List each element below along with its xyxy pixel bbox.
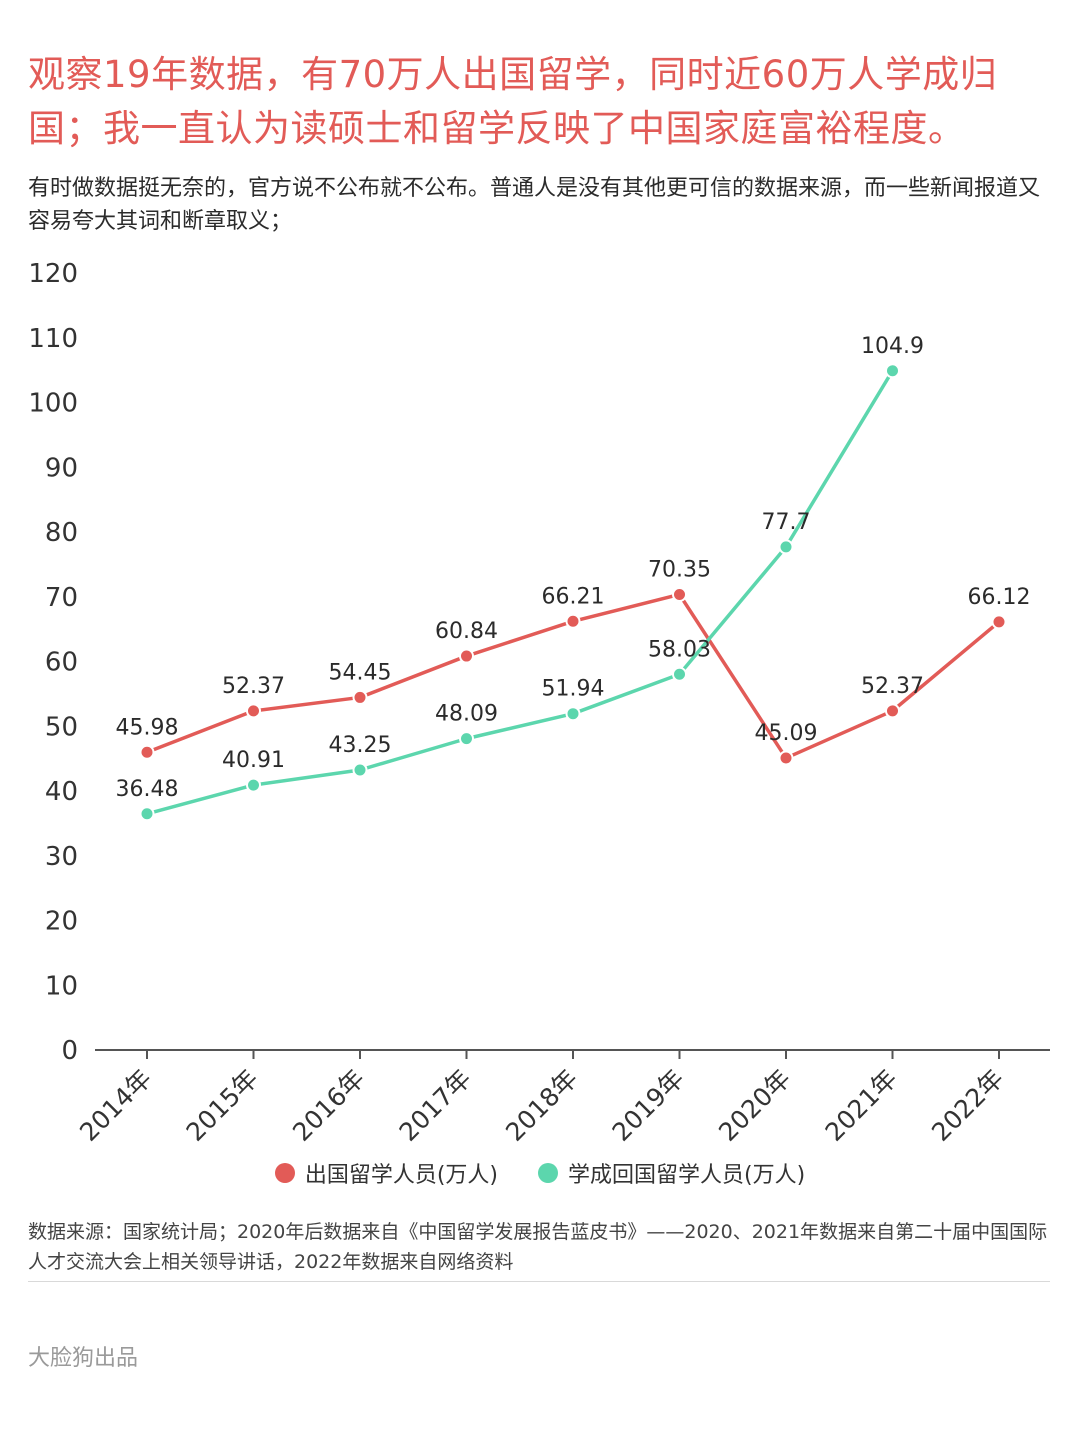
x-tick-label: 2014年 bbox=[74, 1064, 157, 1147]
data-label: 70.35 bbox=[648, 557, 711, 582]
legend-dot-outbound bbox=[274, 1163, 295, 1183]
legend-item-returned: 学成回国留学人员(万人) bbox=[538, 1157, 805, 1189]
data-label: 48.09 bbox=[435, 702, 498, 727]
legend-label-returned: 学成回国留学人员(万人) bbox=[568, 1163, 806, 1188]
data-label: 36.48 bbox=[116, 777, 179, 802]
legend-dot-returned bbox=[538, 1163, 558, 1183]
data-point bbox=[565, 706, 581, 722]
line-chart: 0 10 20 30 40 50 60 70 80 90 100 110 120 2014年 2015年 20… bbox=[28, 259, 1050, 1147]
page-subtitle: 有时做数据挺无奈的，官方说不公布就不公布。普通人是没有其他更可信的数据来源，而一… bbox=[28, 176, 1041, 234]
data-label: 52.37 bbox=[861, 674, 924, 699]
data-label: 104.9 bbox=[861, 334, 924, 359]
x-tick-label: 2022年 bbox=[926, 1064, 1009, 1147]
y-tick-label: 60 bbox=[45, 648, 78, 678]
data-label: 43.25 bbox=[329, 733, 392, 758]
data-label: 52.37 bbox=[222, 674, 285, 699]
data-label: 77.7 bbox=[762, 510, 811, 535]
data-label: 66.12 bbox=[968, 585, 1031, 610]
data-point bbox=[991, 614, 1007, 630]
x-tick-label: 2018年 bbox=[500, 1064, 583, 1147]
legend-label-outbound: 出国留学人员(万人) bbox=[304, 1163, 498, 1188]
x-tick-label: 2020年 bbox=[713, 1064, 796, 1147]
data-point bbox=[246, 777, 261, 793]
data-point bbox=[778, 539, 794, 555]
data-point bbox=[778, 750, 794, 766]
y-tick-label: 70 bbox=[45, 583, 78, 613]
brand-credit: 大脸狗出品 bbox=[28, 1346, 139, 1371]
y-tick-label: 10 bbox=[45, 971, 78, 1001]
x-tick-label: 2016年 bbox=[287, 1064, 370, 1147]
x-tick-label: 2017年 bbox=[394, 1064, 477, 1147]
data-label: 58.03 bbox=[648, 637, 711, 662]
data-label: 40.91 bbox=[222, 748, 285, 773]
data-point bbox=[352, 762, 368, 778]
data-point bbox=[246, 703, 261, 719]
data-label: 60.84 bbox=[435, 619, 498, 644]
data-point bbox=[459, 731, 474, 747]
y-tick-label: 110 bbox=[28, 324, 78, 354]
y-tick-label: 30 bbox=[45, 842, 78, 872]
y-tick-label: 100 bbox=[28, 389, 78, 419]
data-point bbox=[565, 613, 581, 629]
data-point bbox=[672, 666, 687, 682]
y-tick-label: 80 bbox=[45, 518, 78, 548]
data-point bbox=[139, 744, 155, 760]
x-tick-label: 2021年 bbox=[820, 1064, 903, 1147]
data-label: 45.09 bbox=[755, 721, 818, 746]
divider bbox=[28, 1281, 1050, 1282]
data-point bbox=[885, 363, 900, 379]
data-point bbox=[885, 703, 900, 719]
y-tick-label: 40 bbox=[45, 777, 78, 807]
data-label: 51.94 bbox=[542, 677, 605, 702]
data-point bbox=[139, 806, 155, 822]
y-tick-label: 50 bbox=[45, 712, 78, 742]
y-tick-label: 120 bbox=[28, 259, 78, 289]
data-label: 66.21 bbox=[542, 584, 605, 609]
data-point bbox=[352, 689, 368, 705]
chart-legend: 出国留学人员(万人) 学成回国留学人员(万人) bbox=[0, 1157, 1080, 1189]
data-label: 54.45 bbox=[329, 660, 392, 685]
data-point bbox=[672, 586, 687, 602]
data-source-note: 数据来源：国家统计局；2020年后数据来自《中国留学发展报告蓝皮书》——2020… bbox=[28, 1221, 1048, 1273]
series-line-1 bbox=[146, 369, 894, 816]
page-title: 观察19年数据，有70万人出国留学，同时近60万人学成归国；我一直认为读硕士和留… bbox=[28, 53, 998, 150]
data-point bbox=[459, 648, 474, 664]
y-tick-label: 0 bbox=[61, 1036, 78, 1066]
x-tick-label: 2019年 bbox=[607, 1064, 690, 1147]
data-label: 45.98 bbox=[116, 715, 179, 740]
y-tick-label: 20 bbox=[45, 907, 78, 937]
x-tick-label: 2015年 bbox=[181, 1064, 264, 1147]
y-tick-label: 90 bbox=[45, 453, 78, 483]
legend-item-outbound: 出国留学人员(万人) bbox=[274, 1157, 498, 1189]
